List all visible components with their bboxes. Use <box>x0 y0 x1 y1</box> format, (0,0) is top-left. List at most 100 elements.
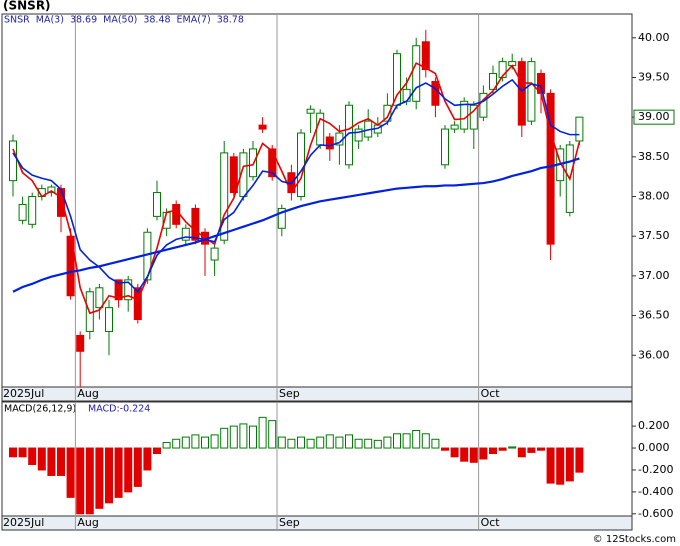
macd-bar <box>364 438 373 449</box>
legend-text: SNSR <box>4 15 30 26</box>
macd-bar <box>181 436 190 449</box>
ma-line <box>12 157 580 293</box>
macd-bar <box>172 438 181 449</box>
candle-body <box>393 53 401 106</box>
legend-text: MA(3) <box>36 15 64 26</box>
macd-bar <box>316 436 325 449</box>
candle-body <box>76 334 85 352</box>
candle-body <box>297 132 305 198</box>
y-tick-label: -0.200 <box>638 463 673 476</box>
macd-bar <box>287 438 296 449</box>
y-tick-label: 38.50 <box>638 150 670 163</box>
x-tick-label: Aug <box>77 387 98 400</box>
y-tick-label: 37.00 <box>638 269 670 282</box>
candle-body <box>517 61 526 126</box>
macd-bar <box>508 446 517 449</box>
macd-bar <box>85 447 94 515</box>
macd-bar <box>28 447 37 465</box>
candle-body <box>47 186 56 194</box>
macd-bar <box>556 447 565 485</box>
candle-body <box>258 124 267 130</box>
macd-bar <box>373 439 382 449</box>
candle-body <box>546 92 555 245</box>
candle-body <box>28 196 37 225</box>
candle-body <box>124 279 133 301</box>
macd-title: MACD(26,12,9) <box>4 404 76 415</box>
x-axis-band <box>1 386 633 402</box>
candle-body <box>181 227 190 241</box>
ma-line <box>12 78 580 294</box>
macd-bar <box>498 447 507 451</box>
macd-bar <box>412 430 421 449</box>
x-tick-label: 2025Jul <box>3 516 44 529</box>
candle-body <box>402 88 411 102</box>
x-tick-label: Aug <box>77 516 98 529</box>
macd-bar <box>402 433 411 449</box>
macd-bar <box>133 447 142 487</box>
macd-bar <box>105 447 113 504</box>
macd-bar <box>489 447 497 455</box>
candle-body <box>450 124 459 130</box>
candle-body <box>412 45 421 102</box>
macd-bar <box>277 436 286 449</box>
candle-body <box>229 156 238 194</box>
macd-bar <box>95 447 104 509</box>
macd-bar <box>354 438 363 449</box>
macd-bar <box>441 447 449 451</box>
last-price-box <box>633 109 675 125</box>
x-tick-label: Sep <box>279 387 300 400</box>
legend-text: 38.78 <box>217 15 244 26</box>
candle-body <box>172 203 181 225</box>
candle-body <box>441 128 449 166</box>
macd-bar <box>517 447 526 458</box>
candle-body <box>210 247 219 261</box>
macd-bar <box>153 447 161 455</box>
macd-bar <box>460 447 469 462</box>
price-panel <box>1 13 633 388</box>
candle-body <box>57 188 65 217</box>
legend-text: MA(50) <box>103 15 137 26</box>
candle-body <box>105 307 113 332</box>
candle-body <box>345 104 353 166</box>
macd-bar <box>393 433 401 449</box>
macd-bar <box>124 447 133 493</box>
chart-title: (SNSR) <box>3 0 51 13</box>
macd-bar <box>162 442 171 449</box>
y-tick-label: 37.50 <box>638 229 670 242</box>
macd-bar <box>220 427 229 449</box>
macd-bar <box>431 438 440 449</box>
macd-bar <box>18 447 27 458</box>
ma-line <box>12 62 581 315</box>
candle-body <box>95 287 104 309</box>
macd-bar <box>383 436 392 449</box>
macd-bar <box>258 416 267 449</box>
macd-bar <box>565 447 574 482</box>
candle-body <box>18 203 27 221</box>
macd-bar <box>210 434 219 449</box>
watermark: © 12Stocks.com <box>593 534 676 545</box>
macd-bar <box>57 447 65 476</box>
macd-bar <box>143 447 152 471</box>
macd-bar <box>66 447 75 498</box>
macd-bar <box>297 436 305 449</box>
y-tick-label: 0.000 <box>638 441 670 454</box>
candle-body <box>9 140 17 182</box>
x-tick-label: Oct <box>481 516 501 529</box>
macd-bar <box>537 447 545 451</box>
macd-bar <box>527 447 536 453</box>
macd-bar <box>469 447 478 463</box>
candle-body <box>249 148 257 178</box>
candle-body <box>479 92 488 118</box>
legend-text: EMA(7) <box>177 15 211 26</box>
x-tick-label: 2025Jul <box>3 387 44 400</box>
candle-body <box>489 73 497 90</box>
candle-body <box>431 80 440 106</box>
y-tick-label: -0.600 <box>638 507 673 520</box>
candle-body <box>354 128 363 142</box>
macd-bar <box>76 447 85 515</box>
candle-body <box>306 108 315 114</box>
macd-bar <box>575 447 584 473</box>
macd-bar <box>191 434 200 449</box>
macd-bar <box>345 434 353 449</box>
